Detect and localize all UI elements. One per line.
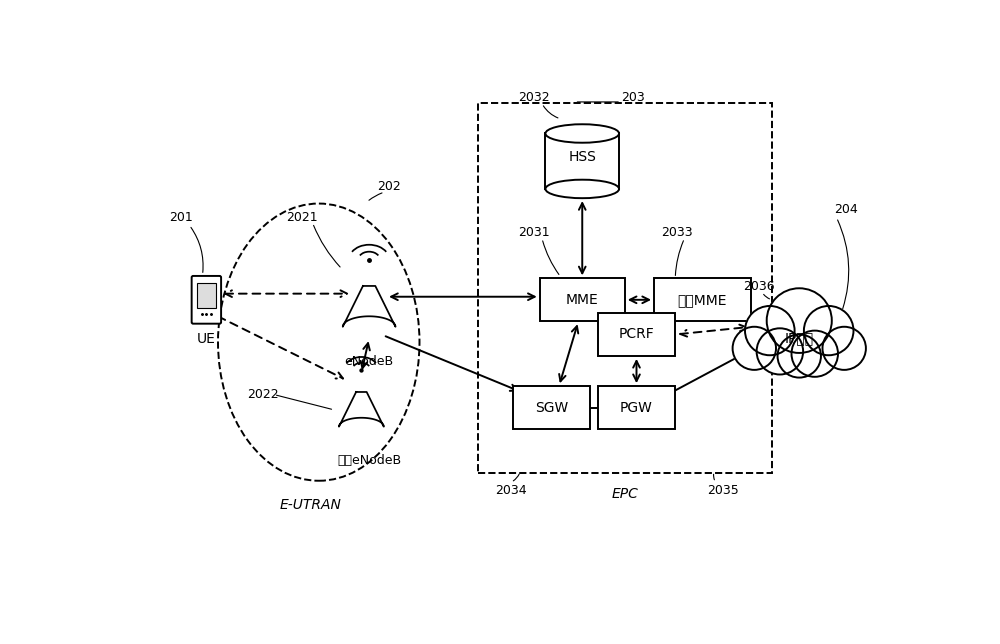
Circle shape xyxy=(745,306,795,355)
Text: 2032: 2032 xyxy=(518,91,550,104)
Circle shape xyxy=(804,306,854,355)
Text: 2033: 2033 xyxy=(661,226,693,240)
FancyBboxPatch shape xyxy=(197,283,216,308)
FancyBboxPatch shape xyxy=(545,133,619,189)
Text: SGW: SGW xyxy=(535,401,568,415)
Text: MME: MME xyxy=(566,293,599,307)
Text: 其它MME: 其它MME xyxy=(678,293,727,307)
Text: IP业务: IP业务 xyxy=(785,331,814,345)
Text: PGW: PGW xyxy=(620,401,653,415)
Text: 2035: 2035 xyxy=(707,484,739,497)
Polygon shape xyxy=(343,286,395,327)
Text: 204: 204 xyxy=(834,204,858,216)
Circle shape xyxy=(822,327,866,370)
Text: 2036: 2036 xyxy=(743,280,775,293)
Text: UE: UE xyxy=(197,332,216,346)
FancyBboxPatch shape xyxy=(598,313,675,356)
Text: 2034: 2034 xyxy=(495,484,527,497)
FancyBboxPatch shape xyxy=(654,278,751,321)
Circle shape xyxy=(733,327,776,370)
Text: PCRF: PCRF xyxy=(619,327,654,341)
Text: 202: 202 xyxy=(377,180,400,193)
Text: 2031: 2031 xyxy=(518,226,550,240)
Circle shape xyxy=(778,334,821,377)
Text: eNodeB: eNodeB xyxy=(345,355,394,368)
Text: 其它eNodeB: 其它eNodeB xyxy=(337,454,401,467)
Circle shape xyxy=(767,289,832,353)
Text: 203: 203 xyxy=(621,91,644,104)
Ellipse shape xyxy=(545,180,619,198)
Text: 2022: 2022 xyxy=(247,388,279,401)
Text: HSS: HSS xyxy=(568,150,596,164)
Text: 2021: 2021 xyxy=(286,211,318,224)
FancyBboxPatch shape xyxy=(540,278,625,321)
FancyBboxPatch shape xyxy=(192,276,221,324)
Circle shape xyxy=(791,330,838,377)
Text: 201: 201 xyxy=(169,211,193,224)
Ellipse shape xyxy=(545,124,619,143)
Polygon shape xyxy=(339,392,384,427)
FancyBboxPatch shape xyxy=(598,386,675,429)
Text: E-UTRAN: E-UTRAN xyxy=(280,498,342,512)
Text: EPC: EPC xyxy=(611,487,638,501)
FancyBboxPatch shape xyxy=(512,386,590,429)
Circle shape xyxy=(757,328,803,375)
